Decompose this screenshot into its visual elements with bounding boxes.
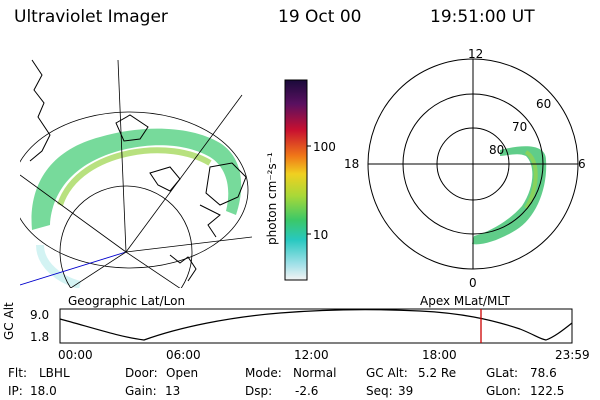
colorbar: [284, 79, 311, 281]
orbit-xtick-0600: 06:00: [166, 348, 201, 362]
orbit-altitude-plot: [59, 308, 573, 344]
status-val-seq: 39: [398, 384, 414, 398]
latitude-circle: [20, 111, 249, 269]
polar-mlat-mlt-panel: [367, 58, 579, 270]
status-key-door: Door:: [125, 366, 158, 380]
mlat-label-80: 80: [489, 143, 505, 157]
status-key-gain: Gain:: [125, 384, 157, 398]
date-label: 19 Oct 00: [278, 7, 362, 27]
status-val-gain: 13: [165, 384, 181, 398]
orbit-xtick-2359: 23:59: [555, 348, 590, 362]
status-key-dsp: Dsp:: [245, 384, 273, 398]
status-val-glat: 78.6: [530, 366, 557, 380]
status-val-gcalt: 5.2 Re: [418, 366, 457, 380]
status-val-glon: 122.5: [530, 384, 565, 398]
status-key-glon: GLon:: [486, 384, 521, 398]
orbit-ymin: 1.8: [30, 330, 50, 344]
latitude-circle: [59, 185, 193, 288]
status-val-flt: LBHL: [39, 366, 70, 380]
time-label: 19:51:00 UT: [430, 7, 535, 27]
colorbar-tick-10: 10: [313, 228, 329, 242]
mlt-label-12: 12: [468, 47, 484, 61]
altitude-curve: [59, 309, 573, 341]
orbit-xtick-1800: 18:00: [422, 348, 457, 362]
status-key-flt: Flt:: [8, 366, 27, 380]
status-key-ip: IP:: [8, 384, 23, 398]
status-val-door: Open: [166, 366, 199, 380]
status-key-seq: Seq:: [366, 384, 393, 398]
mlat-label-70: 70: [512, 120, 528, 134]
orbit-ymax: 9.0: [30, 308, 50, 322]
orbit-ylabel: GC Alt: [2, 302, 16, 340]
geographic-image-panel: [20, 59, 252, 288]
polar-panel-caption: Apex MLat/MLT: [420, 294, 510, 308]
status-val-mode: Normal: [293, 366, 337, 380]
mlt-label-6: 6: [578, 157, 586, 171]
status-key-gcalt: GC Alt:: [366, 366, 408, 380]
orbit-xtick-1200: 12:00: [294, 348, 329, 362]
colorbar-unit-label: photon cm⁻²s⁻¹: [265, 152, 279, 245]
geo-panel-caption: Geographic Lat/Lon: [68, 294, 186, 308]
mlt-label-0: 0: [469, 276, 477, 290]
status-val-dsp: -2.6: [295, 384, 319, 398]
mlt-label-18: 18: [344, 157, 360, 171]
status-key-glat: GLat:: [486, 366, 519, 380]
coastline: [29, 59, 51, 162]
colorbar-tick-100: 100: [313, 140, 336, 154]
orbit-xtick-0000: 00:00: [58, 348, 93, 362]
status-key-mode: Mode:: [245, 366, 282, 380]
auroral-oval-geo: [31, 128, 242, 230]
mlat-label-60: 60: [536, 97, 552, 111]
status-val-ip: 18.0: [30, 384, 57, 398]
auroral-oval-polar: [472, 146, 547, 245]
instrument-title: Ultraviolet Imager: [14, 7, 168, 27]
